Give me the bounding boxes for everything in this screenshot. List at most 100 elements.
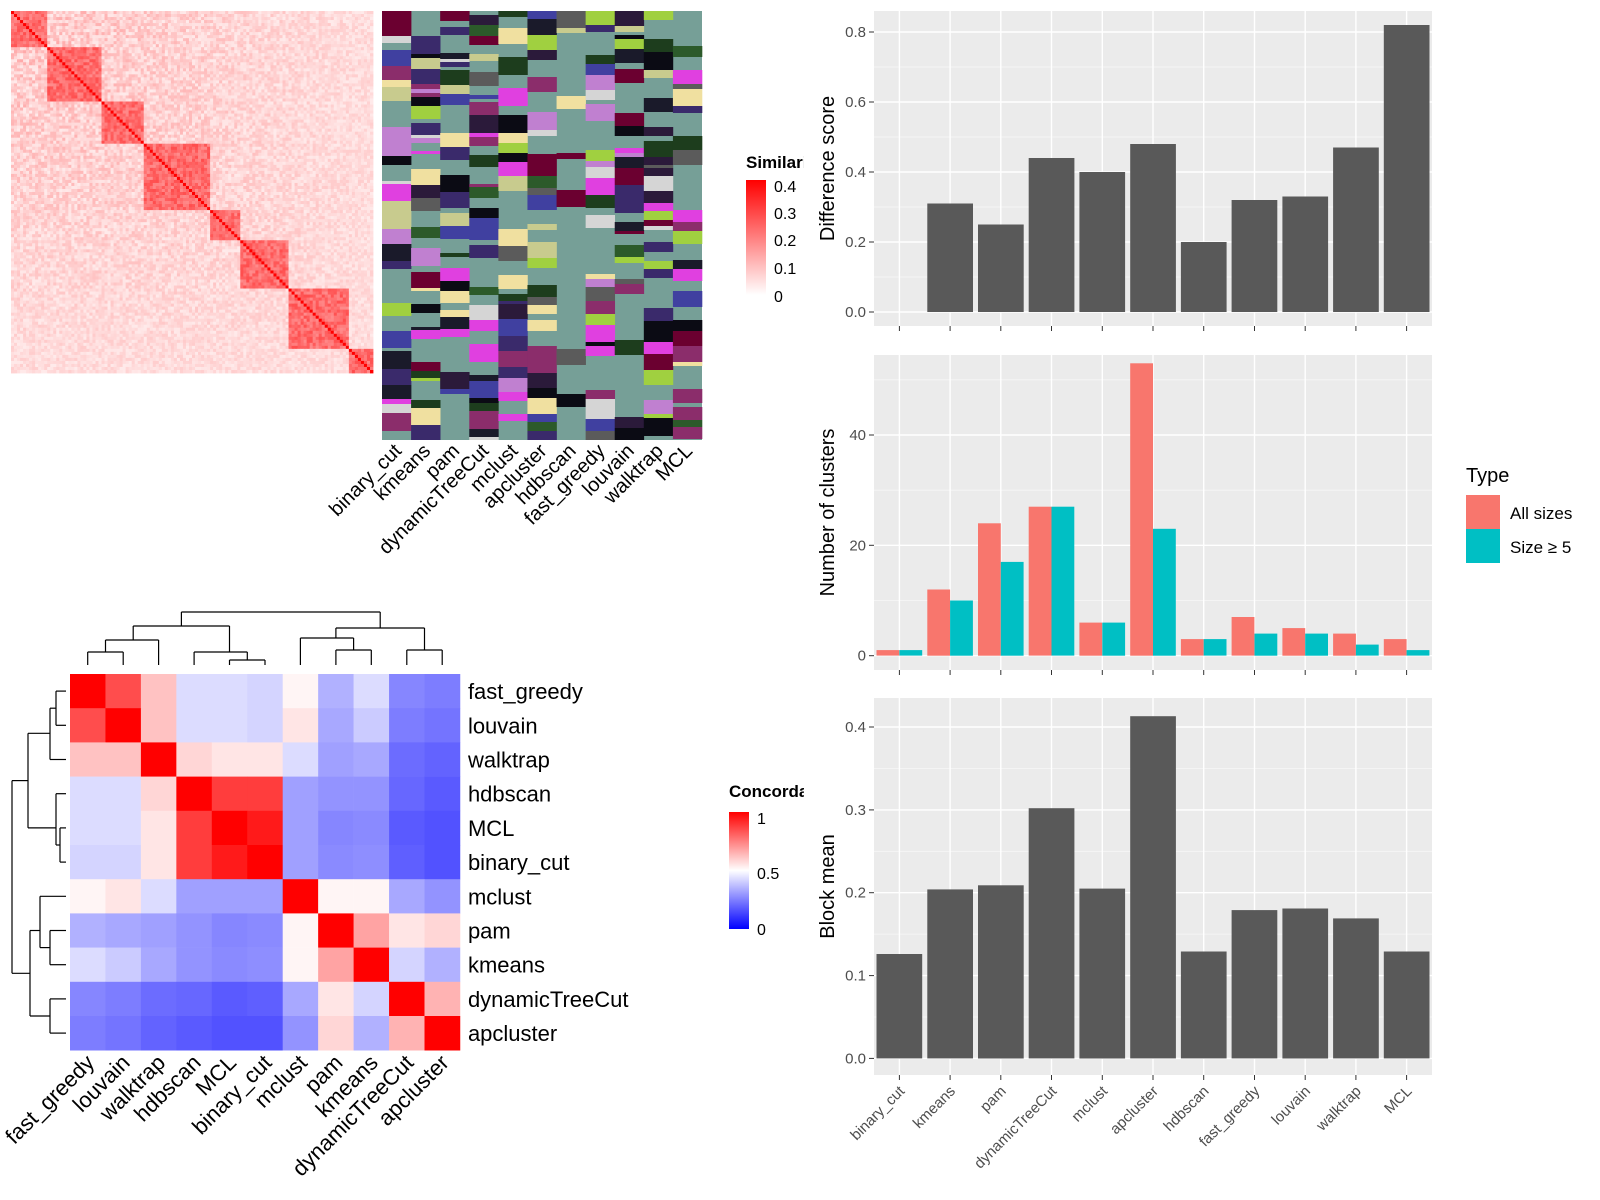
concordance-cell <box>318 845 354 880</box>
concordance-cell <box>318 708 354 743</box>
concordance-cell <box>424 810 461 846</box>
concordance-cell <box>105 845 142 880</box>
concordance-cell <box>140 674 177 709</box>
concordance-cell <box>353 776 390 812</box>
concordance-cell <box>211 674 248 709</box>
concordance-cell <box>105 981 142 1017</box>
concordance-cell <box>211 879 248 914</box>
concordance-cell <box>247 1016 283 1051</box>
concordance-row-label: apcluster <box>468 1021 557 1046</box>
concordance-cell <box>105 776 142 812</box>
bar <box>1079 888 1126 1059</box>
x-tick-label: pam <box>977 1083 1010 1116</box>
bar <box>1231 910 1278 1059</box>
bar <box>1130 716 1176 1059</box>
concordance-cell <box>424 742 461 777</box>
bar <box>1028 158 1075 312</box>
concordance-cell <box>424 845 461 880</box>
y-tick-label: 0.0 <box>845 1050 866 1067</box>
concordance-cell <box>424 879 461 914</box>
concordance-cell <box>140 879 177 914</box>
concordance-row-label: dynamicTreeCut <box>468 987 629 1012</box>
bar <box>927 203 973 312</box>
similarity-legend-tick: 0.1 <box>774 261 796 278</box>
concordance-cell <box>353 947 390 983</box>
concordance-cell <box>105 1016 142 1051</box>
concordance-cell <box>140 981 177 1017</box>
y-tick-label: 0.4 <box>845 164 866 181</box>
y-tick-label: 0 <box>858 648 866 665</box>
concordance-cell <box>105 708 142 743</box>
concordance-cell <box>140 776 177 812</box>
concordance-row-label: MCL <box>468 816 514 841</box>
concordance-cell <box>318 810 354 846</box>
concordance-cell <box>105 879 142 914</box>
x-tick-label: binary_cut <box>847 1082 909 1144</box>
y-tick-label: 0.1 <box>845 968 866 985</box>
concordance-cell <box>70 742 106 777</box>
concordance-cell <box>282 981 319 1017</box>
bar <box>927 589 951 656</box>
concordance-cell <box>353 1016 390 1051</box>
concordance-cell <box>105 674 142 709</box>
concordance-cell <box>282 947 319 983</box>
concordance-cell <box>318 1016 354 1051</box>
concordance-cell <box>247 913 283 948</box>
concordance-cell <box>211 810 248 846</box>
bar <box>1333 918 1379 1059</box>
concordance-cell <box>70 810 106 846</box>
bar <box>899 650 923 656</box>
type-legend-label: Size ≥ 5 <box>1510 538 1571 557</box>
concordance-cell <box>353 708 390 743</box>
concordance-cell <box>211 1016 248 1051</box>
bar <box>1282 196 1329 312</box>
x-tick-label: mclust <box>1068 1082 1111 1125</box>
concordance-legend-tick: 1 <box>757 811 766 828</box>
x-tick-label: hdbscan <box>1160 1083 1212 1135</box>
bar <box>978 523 1001 656</box>
concordance-cell <box>318 947 354 983</box>
concordance-cell <box>389 708 425 743</box>
concordance-row-label: binary_cut <box>468 850 570 875</box>
bar <box>1051 506 1075 656</box>
concordance-cell <box>247 708 283 743</box>
concordance-cell <box>282 708 319 743</box>
concordance-cell <box>176 913 213 948</box>
concordance-cell <box>247 981 283 1017</box>
concordance-cell <box>211 742 248 777</box>
y-axis-title: Number of clusters <box>817 429 839 597</box>
bar <box>1282 628 1306 656</box>
concordance-row-label: fast_greedy <box>468 679 583 704</box>
concordance-cell <box>105 810 142 846</box>
similarity-legend-colorbar <box>746 180 766 295</box>
concordance-cell <box>389 879 425 914</box>
concordance-cell <box>70 674 106 709</box>
concordance-row-label: hdbscan <box>468 782 551 807</box>
concordance-cell <box>70 913 106 948</box>
y-tick-label: 0.4 <box>845 719 866 736</box>
bar <box>1079 622 1103 656</box>
concordance-cell <box>140 913 177 948</box>
concordance-cell <box>176 1016 213 1051</box>
bar <box>950 600 973 656</box>
bar <box>1383 639 1407 656</box>
concordance-cell <box>140 1016 177 1051</box>
concordance-cell <box>140 947 177 983</box>
bar <box>1231 617 1255 656</box>
type-legend-title: Type <box>1466 465 1509 487</box>
concordance-cell <box>282 810 319 846</box>
y-tick-label: 0.2 <box>845 885 866 902</box>
bar <box>1028 506 1052 656</box>
concordance-cell <box>389 913 425 948</box>
concordance-cell <box>282 776 319 812</box>
bar <box>1406 650 1430 656</box>
similarity-legend-tick: 0.4 <box>774 179 796 196</box>
concordance-cell <box>318 879 354 914</box>
concordance-cell <box>247 879 283 914</box>
concordance-cell <box>353 674 390 709</box>
row-dendrogram <box>11 690 66 1034</box>
concordance-cell <box>176 810 213 846</box>
concordance-heatmap <box>70 674 461 1051</box>
